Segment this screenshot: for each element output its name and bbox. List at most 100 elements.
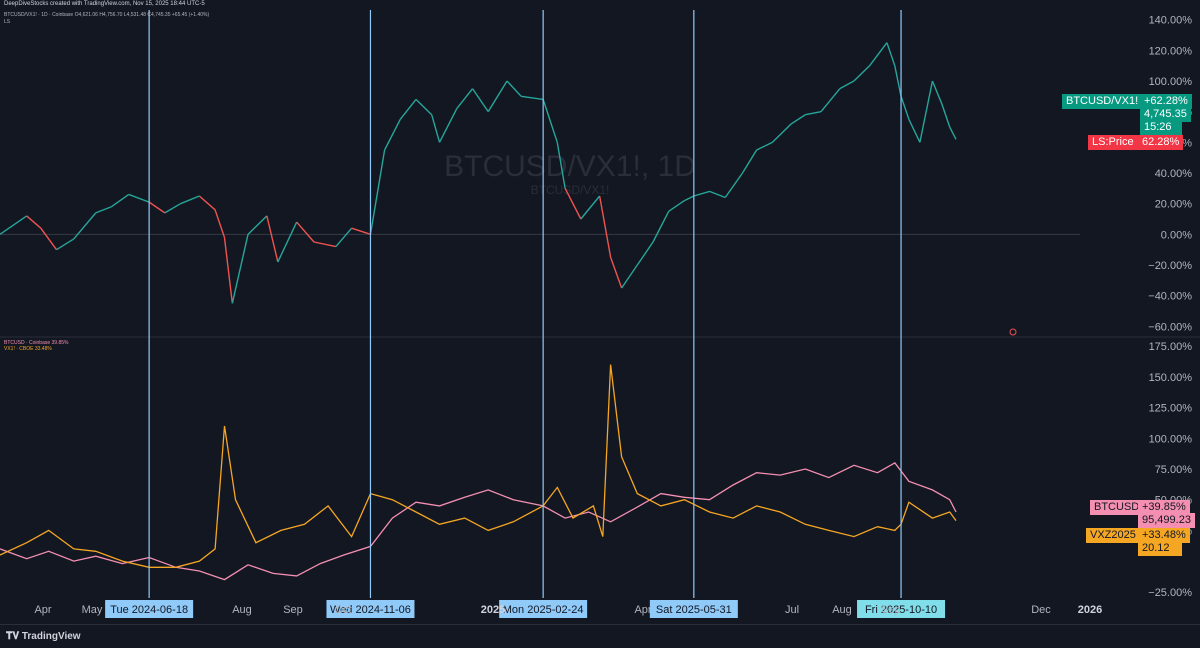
- x-tick-label: Sep: [881, 604, 901, 616]
- y-tick-label: −60.00%: [1148, 321, 1192, 333]
- marker-label: Mon 2025-02-24: [503, 604, 584, 616]
- ratio-segment: [598, 195, 612, 258]
- ratio-segment: [431, 114, 441, 143]
- top-legend[interactable]: BTCUSD/VX1! · 1D · Coinbase O4,621.06 H4…: [4, 12, 210, 18]
- ratio-segment: [886, 42, 896, 66]
- marker-label-bg: [105, 600, 194, 618]
- bottom-legend-vxz[interactable]: VX1! · CBOE 33.48%: [4, 346, 52, 352]
- y-tick-label: 0.00%: [1161, 229, 1192, 241]
- ratio-segment: [296, 221, 315, 243]
- ratio-segment: [506, 80, 522, 97]
- ratio-segment: [231, 234, 249, 304]
- ratio-segment: [335, 227, 353, 248]
- ratio-segment: [471, 88, 489, 113]
- ratio-segment: [313, 241, 337, 248]
- ratio-segment: [820, 88, 841, 113]
- vxz-tag-price: 20.12: [1138, 541, 1182, 556]
- bottom-legend-btc[interactable]: BTCUSD · Coinbase 39.85%: [4, 340, 69, 346]
- watermark-title: BTCUSD/VX1!, 1D: [444, 150, 696, 183]
- y-tick-label: −20.00%: [1148, 260, 1192, 272]
- alert-marker: [1009, 328, 1017, 336]
- y-tick-label: −25.00%: [1148, 587, 1192, 599]
- ls-tag-label: LS:Price: [1088, 135, 1138, 150]
- ratio-segment: [73, 212, 97, 240]
- ratio-segment: [931, 80, 943, 105]
- ratio-segment: [399, 98, 417, 120]
- x-tick-label: May: [82, 604, 103, 616]
- series-line-vxz2025: [0, 364, 957, 568]
- ratio-segment: [668, 200, 685, 212]
- marker-label-bg: [649, 600, 738, 618]
- vxz-tag-change: +33.48%: [1138, 528, 1190, 543]
- x-tick-label: Sep: [283, 604, 303, 616]
- x-tick-label: 2026: [1078, 604, 1102, 616]
- marker-label-bg: [857, 600, 946, 618]
- y-tick-label: 100.00%: [1149, 433, 1193, 445]
- ratio-segment: [790, 114, 806, 125]
- ratio-segment: [180, 195, 200, 205]
- btc-tag-price: 95,499.23: [1138, 513, 1195, 528]
- x-tick-label: 2025: [481, 604, 505, 616]
- tradingview-logo[interactable]: 𝐓𝐕 TradingView: [6, 631, 81, 642]
- btc-tag-label: BTCUSD: [1090, 500, 1144, 515]
- btc-tag-change: +39.85%: [1138, 500, 1190, 515]
- x-tick-label: Apr: [634, 604, 651, 616]
- ratio-segment: [369, 149, 386, 235]
- ratio-segment: [609, 257, 623, 289]
- ratio-segment: [351, 227, 371, 235]
- marker-label-bg: [499, 600, 588, 618]
- y-tick-label: 75.00%: [1155, 464, 1193, 476]
- ratio-segment: [693, 190, 710, 197]
- ratio-segment: [128, 193, 150, 203]
- ratio-segment: [456, 88, 474, 110]
- ratio-segment: [26, 215, 42, 229]
- y-tick-label: 125.00%: [1149, 403, 1193, 415]
- ls-tag-value: 62.28%: [1138, 135, 1184, 150]
- ratio-segment: [771, 123, 792, 143]
- x-tick-label: Aug: [232, 604, 252, 616]
- marker-label: Fri 2025-10-10: [865, 604, 937, 616]
- ratio-segment: [869, 42, 888, 67]
- x-tick-label: Apr: [34, 604, 51, 616]
- ratio-segment: [756, 141, 773, 151]
- ratio-segment: [214, 209, 226, 238]
- y-tick-label: 20.00%: [1155, 199, 1193, 211]
- ratio-segment: [277, 221, 298, 263]
- x-tick-label: Jul: [785, 604, 799, 616]
- ratio-segment: [148, 201, 166, 214]
- ratio-tag-label: BTCUSD/VX1!: [1062, 94, 1143, 109]
- top-sublegend[interactable]: LS: [4, 19, 11, 25]
- chart-header: DeepDiveStocks created with TradingView.…: [4, 1, 205, 7]
- y-tick-label: 150.00%: [1149, 372, 1193, 384]
- ratio-segment: [652, 211, 670, 243]
- ratio-segment: [521, 95, 544, 101]
- tradingview-logo-icon: 𝐓𝐕: [6, 631, 22, 642]
- chart-canvas[interactable]: BTCUSD/VX1!, 1D BTCUSD/VX1! Tue 2024-06-18…: [0, 0, 1200, 624]
- ratio-segment: [383, 119, 401, 151]
- ratio-segment: [709, 190, 726, 199]
- footer-bar: 𝐓𝐕 TradingView: [0, 624, 1200, 648]
- ratio-segment: [556, 142, 566, 189]
- ratio-tag-time: 15:26: [1140, 120, 1182, 135]
- ratio-segment: [724, 172, 744, 198]
- marker-label: Tue 2024-06-18: [110, 604, 188, 616]
- x-tick-label: Aug: [832, 604, 852, 616]
- ratio-segment: [949, 126, 957, 140]
- ratio-segment: [636, 241, 654, 266]
- y-tick-label: −40.00%: [1148, 291, 1192, 303]
- ratio-segment: [805, 110, 822, 116]
- ratio-segment: [56, 238, 75, 251]
- y-tick-label: 100.00%: [1149, 76, 1193, 88]
- ratio-segment: [741, 149, 758, 174]
- ratio-segment: [247, 215, 268, 235]
- ratio-segment: [198, 195, 216, 211]
- ratio-segment: [266, 215, 279, 263]
- x-tick-label: Dec: [1031, 604, 1051, 616]
- ratio-segment: [564, 188, 582, 220]
- ratio-segment: [894, 65, 902, 97]
- ratio-segment: [164, 203, 181, 214]
- ratio-segment: [415, 98, 433, 116]
- ratio-segment: [487, 80, 508, 113]
- series-line-btcusd: [0, 462, 957, 581]
- vxz-tag-label: VXZ2025: [1086, 528, 1140, 543]
